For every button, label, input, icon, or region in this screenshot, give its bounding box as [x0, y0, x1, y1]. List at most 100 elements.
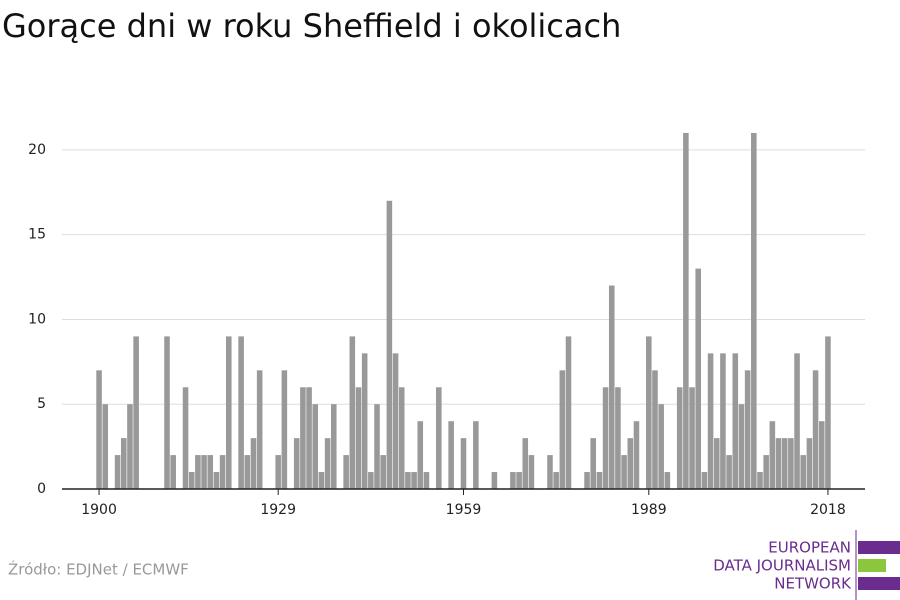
y-tick-label: 0: [37, 481, 46, 497]
bar: [615, 387, 621, 489]
bar: [170, 455, 176, 489]
bar: [411, 472, 417, 489]
bar: [380, 455, 386, 489]
bar: [275, 455, 281, 489]
bar: [602, 387, 609, 489]
bar: [713, 438, 720, 489]
bar: [133, 336, 139, 489]
x-tick-label: 1989: [631, 502, 667, 518]
bar: [201, 455, 207, 489]
bar: [473, 421, 479, 489]
bar: [423, 472, 430, 489]
bar: [120, 438, 127, 489]
source: Źródło: EDJNet / ECMWF: [8, 560, 189, 579]
bar: [720, 353, 726, 489]
bar: [448, 421, 454, 489]
bar: [818, 421, 825, 489]
logo-bar: [858, 541, 900, 554]
bar: [794, 353, 800, 489]
bar: [584, 472, 590, 489]
bar: [806, 438, 813, 489]
bar: [114, 455, 121, 489]
bar: [757, 472, 763, 489]
bar: [775, 438, 782, 489]
bar: [250, 438, 257, 489]
bar: [738, 404, 745, 489]
bar: [522, 438, 529, 489]
bar: [664, 472, 671, 489]
logo-bar: [858, 577, 900, 590]
y-tick-label: 5: [37, 396, 46, 412]
bar: [744, 370, 751, 489]
chart-title: Gorące dni w roku Sheffield i okolicach: [2, 7, 621, 45]
bar: [324, 438, 331, 489]
bar: [417, 421, 424, 489]
bar: [658, 404, 664, 489]
bar: [102, 404, 109, 489]
bar: [225, 336, 232, 489]
bar: [374, 404, 380, 489]
bar: [188, 472, 195, 489]
bar: [164, 336, 170, 489]
x-tick-label: 1929: [260, 502, 296, 518]
bar: [361, 353, 368, 489]
bar: [510, 472, 516, 489]
bar: [695, 268, 702, 489]
bar: [726, 455, 732, 489]
bar: [306, 387, 312, 489]
bar: [676, 387, 683, 489]
bar: [405, 472, 411, 489]
bar: [621, 455, 627, 489]
bar: [256, 370, 263, 489]
bar: [683, 132, 689, 490]
bar: [732, 353, 739, 489]
bar: [281, 370, 288, 489]
bar: [96, 370, 102, 489]
bar: [368, 472, 374, 489]
bar: [781, 438, 788, 489]
bar: [436, 387, 442, 489]
bar: [491, 472, 498, 489]
bar: [769, 421, 776, 489]
bar: [751, 132, 757, 490]
bar: [590, 438, 596, 489]
bar: [646, 336, 652, 489]
bar: [763, 455, 769, 489]
logo-bar: [858, 559, 886, 572]
bar: [343, 455, 349, 489]
bar: [182, 387, 189, 489]
bar: [127, 404, 133, 489]
bar: [312, 404, 319, 489]
bar: [195, 455, 201, 489]
bar: [331, 404, 337, 489]
bar: [213, 472, 220, 489]
bar: [528, 455, 535, 489]
bar: [219, 455, 226, 489]
bar: [318, 472, 325, 489]
y-tick-label: 20: [28, 142, 46, 158]
bar: [565, 336, 572, 489]
bar: [300, 387, 306, 489]
bar: [596, 472, 603, 489]
bar: [398, 387, 405, 489]
bar: [627, 438, 634, 489]
logo-text: EUROPEAN: [768, 539, 851, 557]
bar: [355, 387, 362, 489]
bar: [553, 472, 559, 489]
bar: [293, 438, 300, 489]
bar: [608, 285, 615, 489]
bar: [392, 353, 399, 489]
bar: [460, 438, 467, 489]
logo-text: NETWORK: [774, 575, 852, 593]
x-tick-label: 1959: [446, 502, 482, 518]
y-tick-label: 15: [28, 227, 46, 243]
bar: [701, 472, 708, 489]
bar: [800, 455, 807, 489]
bar: [559, 370, 566, 489]
logo-text: DATA JOURNALISM: [713, 557, 851, 575]
bar: [238, 336, 244, 489]
bar: [516, 472, 522, 489]
bar: [689, 387, 695, 489]
bar: [825, 336, 831, 489]
